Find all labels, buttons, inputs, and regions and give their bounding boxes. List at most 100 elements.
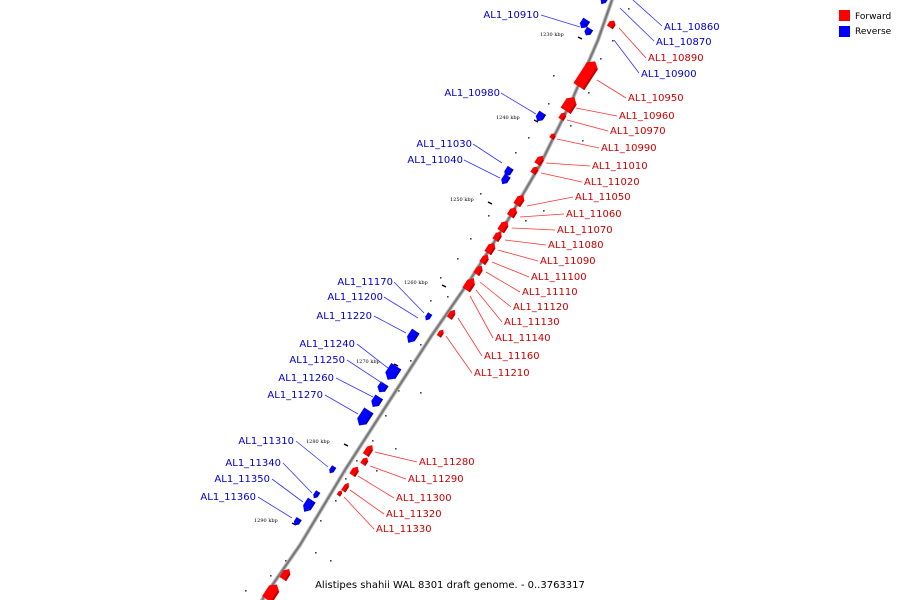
forward-gene [497,220,509,234]
leader-line [463,159,501,179]
forward-gene-label: AL1_11210 [474,368,530,379]
gene-shade [427,313,433,320]
gene-shade [284,573,291,582]
forward-gene [360,457,369,466]
gene-shade [353,470,359,478]
reverse-gene-label: AL1_10980 [444,88,500,99]
track-dot [525,220,527,222]
track-dot [515,152,517,154]
reverse-gene [584,26,594,36]
gene-shade [505,176,511,184]
reverse-gene [303,497,316,512]
track-dot [245,590,247,592]
gene-body [341,482,349,493]
forward-gene-label: AL1_10990 [601,143,657,154]
leader-line [257,496,293,519]
forward-gene-label: AL1_11120 [513,302,569,313]
leader-line [632,0,663,27]
reverse-gene [425,312,433,321]
gene-body [600,0,610,5]
forward-gene [336,490,343,497]
leader-line [457,317,483,357]
reverse-gene-label: AL1_11340 [225,458,281,469]
forward-gene-label: AL1_11090 [540,256,596,267]
gene-shade [502,225,509,234]
tick-mark [441,284,447,288]
leader-line [596,79,627,99]
track-dot [628,8,630,10]
forward-gene-label: AL1_11320 [386,509,442,520]
track-dot [543,210,545,212]
track-dot [612,40,614,42]
track-dot [420,392,422,394]
track-dot [315,552,317,554]
label-layer: AL1_10910 AL1_10980 AL1_11030 AL1_11040 AL1_… [200,0,720,535]
reverse-gene [329,465,337,474]
gene-shade [483,258,489,266]
gene-body [501,173,511,185]
gene-shade [308,501,316,511]
reverse-gene-label: AL1_11040 [407,155,463,166]
tick-label: 1250 kbp [450,197,474,203]
leader-line [519,213,565,218]
reverse-gene [600,0,610,5]
gene-body [425,312,433,321]
track-dot [528,137,530,139]
forward-gene [558,112,567,121]
track-dot [270,575,272,577]
leader-line [540,172,583,183]
legend-label-forward: Forward [855,12,891,22]
gene-body [329,465,337,474]
forward-gene [513,194,525,208]
gene-shade [315,491,321,498]
track-dot [345,478,347,480]
gene-body [560,97,577,114]
leader-line [479,281,512,308]
reverse-gene-label: AL1_11240 [299,339,355,350]
gene-shade [538,159,544,167]
gene-shade [450,313,456,320]
leader-line [383,296,419,319]
gene-shade [533,169,539,175]
track-dot [395,448,397,450]
gene-body [407,328,420,343]
leader-line [619,7,655,42]
gene-shade [582,68,598,91]
reverse-gene [313,490,321,499]
leader-line [349,489,385,515]
legend-swatch-reverse [839,26,850,37]
tick-label: 1260 kbp [404,280,428,286]
gene-shade [518,199,525,208]
track-dot [457,258,459,260]
reverse-gene [371,394,384,408]
legend: Forward Reverse [839,10,892,37]
leader-line [566,119,609,132]
forward-gene [446,309,456,320]
legend-label-reverse: Reverse [855,27,892,37]
tick-label: 1230 kbp [540,32,564,38]
leader-line [540,14,581,28]
reverse-gene-label: AL1_11170 [337,277,393,288]
gene-shade [508,168,514,176]
track-dot [430,300,432,302]
forward-gene-label: AL1_11140 [495,333,551,344]
leader-line [374,451,418,463]
leader-line [343,496,375,530]
forward-gene-label: AL1_10890 [648,53,704,64]
forward-gene-label: AL1_11280 [419,457,475,468]
tick-mark [393,363,399,367]
reverse-gene-label: AL1_10910 [483,10,539,21]
gene-body [357,407,374,426]
track-dot [335,500,337,502]
reverse-gene-label: AL1_11260 [278,373,334,384]
forward-gene [606,20,616,30]
track-dot [548,103,550,105]
reverse-gene-label: AL1_10900 [641,69,697,80]
track-dot [376,470,378,472]
leader-line [335,377,374,398]
leader-line [556,138,600,149]
track-dot [553,75,555,77]
gene-shade [611,23,616,30]
forward-gene [479,254,489,266]
leader-line [469,295,494,339]
